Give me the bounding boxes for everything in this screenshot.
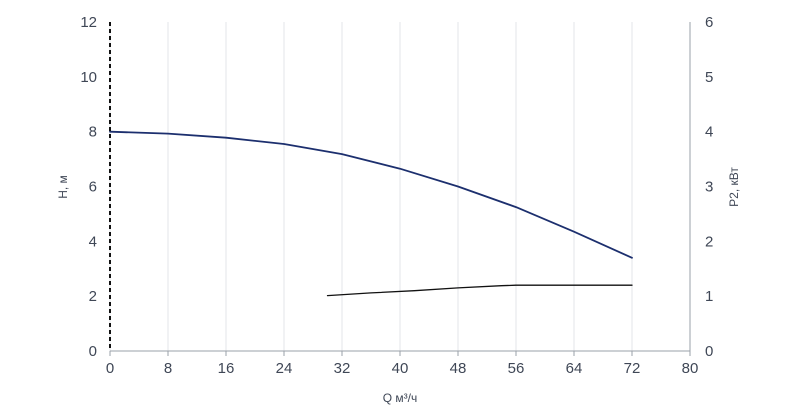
power-curve-line (326, 284, 633, 297)
x-tick-label: 72 (624, 360, 641, 377)
x-tick-label: 0 (106, 360, 114, 377)
y-tick-label: 10 (80, 69, 97, 86)
y-tick-label: 2 (89, 288, 97, 305)
x-tick-label: 80 (682, 360, 699, 377)
x-tick-label: 40 (392, 360, 409, 377)
y-tick-label: 4 (89, 233, 97, 250)
y-tick-label: 8 (89, 124, 97, 141)
y2-tick-label: 2 (705, 233, 713, 250)
x-tick-label: 8 (164, 360, 172, 377)
grid-lines (109, 22, 691, 351)
y-tick-label: 6 (89, 179, 97, 196)
y2-tick-label: 3 (705, 179, 713, 196)
y2-tick-label: 4 (705, 124, 713, 141)
y2-tick-label: 1 (705, 288, 713, 305)
x-tick-label: 24 (276, 360, 293, 377)
head-curve-line (109, 130, 633, 259)
y-tick-label: 12 (80, 14, 97, 31)
y2-tick-label: 0 (705, 343, 713, 360)
y-tick-labels: 0 2 4 6 8 10 12 (80, 14, 97, 360)
series-lines (109, 130, 633, 297)
x-tick-label: 64 (566, 360, 583, 377)
x-tick-label: 32 (334, 360, 351, 377)
y2-tick-label: 5 (705, 69, 713, 86)
x-tick-label: 48 (450, 360, 467, 377)
x-tick-label: 16 (218, 360, 235, 377)
y-tick-label: 0 (89, 343, 97, 360)
x-tick-label: 56 (508, 360, 525, 377)
x-tick-labels: 0 8 16 24 32 40 48 56 64 72 80 (106, 351, 699, 377)
y2-tick-label: 6 (705, 14, 713, 31)
y2-axis-label: P2, кВт (727, 167, 741, 207)
y2-tick-labels: 0 1 2 3 4 5 6 (705, 14, 713, 360)
y-axis-label: H, м (56, 175, 70, 199)
x-axis-label: Q м³/ч (383, 391, 418, 405)
